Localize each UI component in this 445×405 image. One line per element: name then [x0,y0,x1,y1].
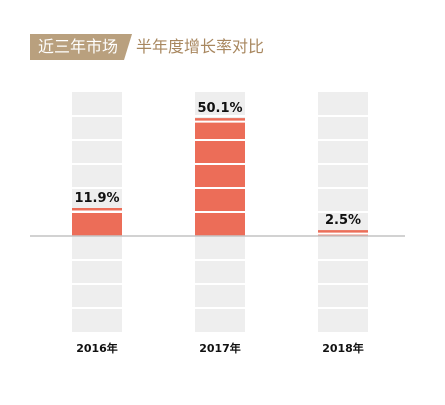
chart-title: 近三年市场 半年度增长率对比 [30,34,264,60]
value-label: 50.1% [197,101,242,116]
title-tag: 近三年市场 [30,34,132,60]
slot-dividers [72,115,368,309]
category-label: 2016年 [76,341,118,355]
bar [195,118,245,236]
value-label: 2.5% [325,213,361,228]
value-labels: 11.9% 50.1% 2.5% [74,101,361,228]
category-label: 2017年 [199,341,241,355]
title-subtitle: 半年度增长率对比 [136,37,265,56]
category-label: 2018年 [322,341,364,355]
category-labels: 2016年 2017年 2018年 [76,341,364,355]
value-label: 11.9% [74,191,119,206]
